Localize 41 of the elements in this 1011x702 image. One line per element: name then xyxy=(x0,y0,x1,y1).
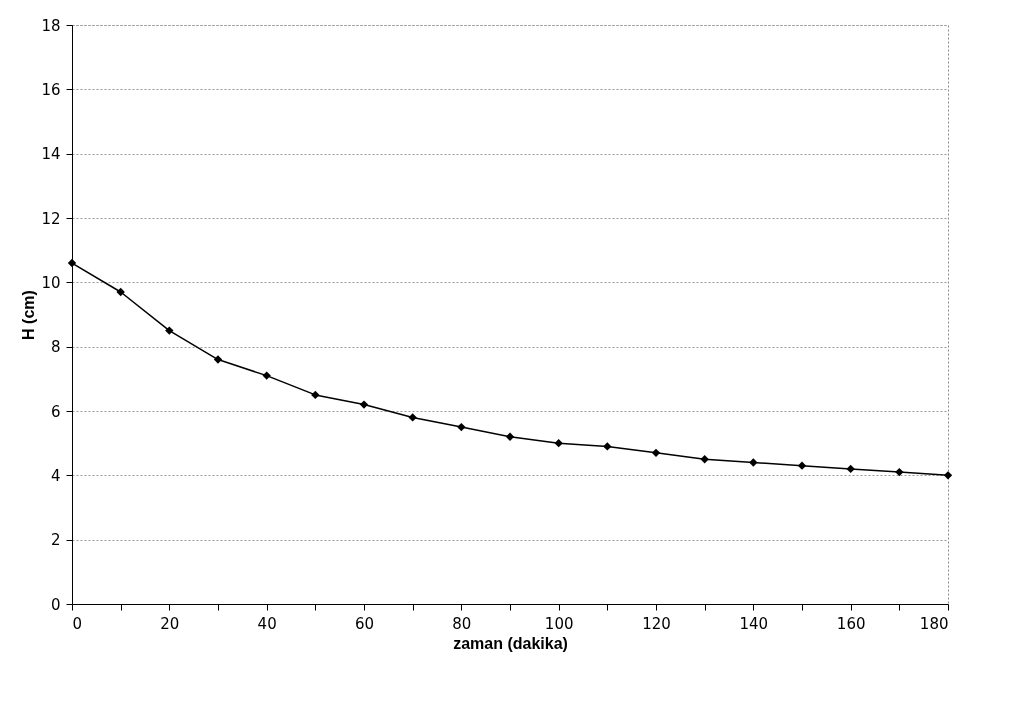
x-tick-label: 80 xyxy=(452,614,472,633)
point xyxy=(895,467,904,477)
y-tick-label: 6 xyxy=(50,402,61,421)
point xyxy=(213,355,223,364)
x-tick-label: 0 xyxy=(72,614,83,633)
x-tick-label: 120 xyxy=(642,614,671,633)
point xyxy=(603,442,612,451)
x-axis-title: zaman (dakika) xyxy=(453,634,568,652)
y-tick-label: 14 xyxy=(41,145,61,164)
y-tick-label: 8 xyxy=(50,338,61,357)
x-tick-label: 160 xyxy=(836,614,866,633)
point xyxy=(797,461,807,470)
y-tick-label: 0 xyxy=(50,595,61,614)
point xyxy=(311,390,320,400)
point xyxy=(408,413,417,422)
point xyxy=(262,371,271,380)
point xyxy=(457,422,466,432)
point xyxy=(651,448,661,457)
x-tick-label: 60 xyxy=(354,614,375,633)
point xyxy=(943,471,953,480)
x-tick-label: 100 xyxy=(544,614,574,633)
y-tick-label: 10 xyxy=(41,273,61,292)
x-tick-label: 140 xyxy=(739,614,769,633)
x-tick-label: 20 xyxy=(160,614,180,633)
point xyxy=(505,432,515,441)
point xyxy=(67,258,77,268)
point xyxy=(359,400,369,409)
point xyxy=(749,458,758,467)
y-tick-label: 12 xyxy=(41,209,61,228)
point xyxy=(116,287,125,297)
y-axis-title: H (cm) xyxy=(20,290,38,340)
point xyxy=(554,438,563,448)
x-tick-label: 40 xyxy=(257,614,277,633)
point xyxy=(700,455,709,464)
y-tick-label: 2 xyxy=(50,531,61,550)
y-tick-label: 4 xyxy=(50,466,61,485)
point xyxy=(846,464,855,474)
y-tick-label: 18 xyxy=(41,16,61,35)
y-tick-label: 16 xyxy=(41,80,61,99)
point xyxy=(165,326,174,335)
x-tick-label: 180 xyxy=(919,614,949,633)
